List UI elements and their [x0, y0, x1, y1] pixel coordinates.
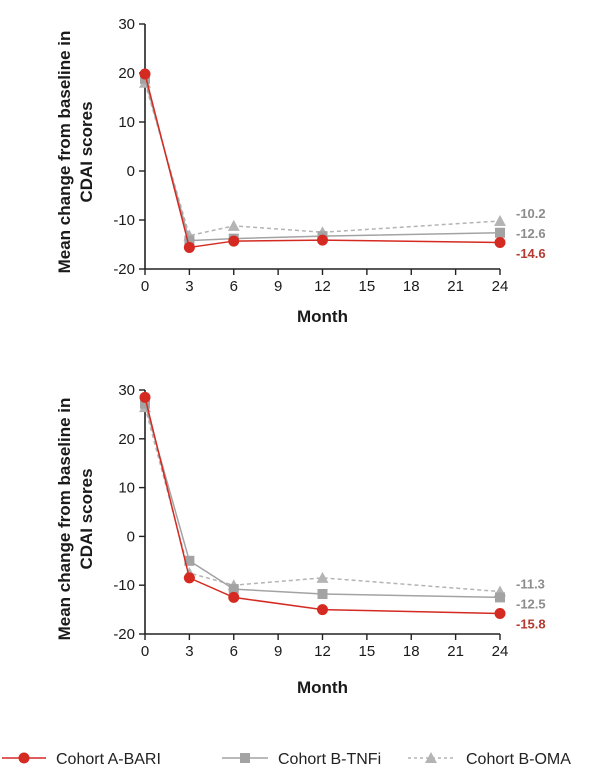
series-cohort-b-tnfi — [140, 398, 505, 603]
y-tick-label: -10 — [113, 212, 135, 229]
x-tick-label: 0 — [141, 643, 149, 660]
x-tick-label: 9 — [274, 643, 282, 660]
legend-label-oma: Cohort B-OMA — [466, 751, 571, 768]
x-tick-label: 18 — [403, 643, 420, 660]
x-tick-label: 12 — [314, 643, 331, 660]
data-point — [494, 237, 506, 249]
top-chart-panel: -20 -10 0 10 20 30 0 3 6 9 12 15 18 21 24 Month Mean cha… — [55, 16, 546, 326]
series-line — [144, 403, 501, 599]
y-axis-label: Mean change from baseline in CDAI scores — [55, 398, 96, 641]
x-tick-label: 24 — [492, 643, 509, 660]
data-point — [495, 227, 505, 238]
y-tick-label: 30 — [118, 16, 135, 33]
data-point — [317, 234, 328, 246]
y-tick-label: 10 — [118, 480, 135, 497]
x-tick-label: 18 — [403, 278, 420, 295]
legend-item-cohort-b-oma: Cohort B-OMA — [408, 751, 571, 768]
series-cohort-a-bari — [139, 391, 506, 620]
y-tick-label: -10 — [113, 577, 135, 594]
series-line — [144, 78, 501, 242]
x-tick-label: 3 — [185, 278, 193, 295]
legend-item-cohort-a-bari: Cohort A-BARI — [2, 751, 161, 768]
series-cohort-a-bari — [139, 68, 506, 253]
bottom-chart-panel: -20 -10 0 10 20 30 0 3 6 9 12 15 18 21 24 Month Mean cha… — [55, 382, 546, 697]
end-value-label: -14.6 — [516, 246, 546, 261]
end-value-label: -11.3 — [516, 577, 545, 592]
legend-item-cohort-b-tnfi: Cohort B-TNFi — [222, 751, 381, 768]
data-point — [228, 591, 240, 603]
data-point — [228, 584, 239, 595]
series-line — [144, 73, 501, 249]
x-tick-label: 9 — [274, 278, 282, 295]
data-point — [494, 214, 506, 226]
y-tick-label: 30 — [118, 382, 135, 399]
legend: Cohort A-BARI Cohort B-TNFi Cohort B-OMA — [2, 751, 571, 768]
x-tick-label: 21 — [447, 278, 464, 295]
x-tick-label: 24 — [492, 278, 509, 295]
data-point — [317, 604, 328, 616]
x-axis-label: Month — [297, 307, 348, 326]
data-point — [139, 391, 151, 403]
end-value-label: -12.5 — [516, 597, 546, 612]
data-point — [227, 219, 240, 231]
legend-marker-tnfi — [240, 753, 250, 763]
data-point — [316, 571, 329, 583]
legend-label-bari: Cohort A-BARI — [56, 751, 161, 768]
y-axis-label: Mean change from baseline in CDAI scores — [55, 31, 96, 274]
y-tick-label: 0 — [127, 163, 135, 180]
x-tick-label: 21 — [447, 643, 464, 660]
data-point — [228, 235, 240, 247]
data-point — [184, 235, 195, 246]
legend-marker-oma — [425, 752, 437, 763]
data-point — [494, 608, 506, 620]
y-tick-label: 10 — [118, 114, 135, 131]
x-tick-label: 15 — [359, 278, 376, 295]
data-point — [183, 241, 195, 253]
data-point — [183, 572, 195, 584]
series-cohort-b-tnfi — [140, 73, 505, 246]
data-point — [139, 68, 151, 80]
legend-marker-bari — [18, 752, 30, 764]
x-tick-label: 6 — [230, 278, 238, 295]
x-tick-label: 15 — [359, 643, 376, 660]
y-tick-label: 20 — [118, 431, 135, 448]
series-cohort-b-oma — [139, 76, 506, 241]
y-tick-label: -20 — [113, 626, 135, 643]
x-axis-label: Month — [297, 678, 348, 697]
series-line — [144, 82, 501, 237]
end-value-label: -10.2 — [516, 206, 546, 221]
y-tick-label: 0 — [127, 528, 135, 545]
x-tick-label: 3 — [185, 643, 193, 660]
y-tick-label: 20 — [118, 65, 135, 82]
data-point — [140, 398, 150, 409]
x-tick-label: 12 — [314, 278, 331, 295]
series-cohort-b-oma — [139, 401, 506, 597]
legend-label-tnfi: Cohort B-TNFi — [278, 751, 381, 768]
data-point — [317, 588, 328, 599]
y-tick-label: -20 — [113, 261, 135, 278]
x-tick-label: 0 — [141, 278, 149, 295]
data-point — [184, 555, 195, 566]
data-point — [495, 592, 505, 603]
series-line — [144, 406, 501, 593]
end-value-label: -12.6 — [516, 226, 546, 241]
end-value-label: -15.8 — [516, 617, 546, 632]
x-tick-label: 6 — [230, 643, 238, 660]
